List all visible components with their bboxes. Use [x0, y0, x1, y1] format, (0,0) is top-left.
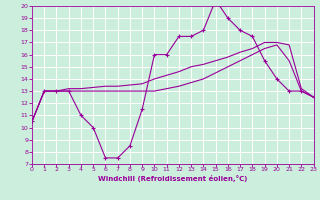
X-axis label: Windchill (Refroidissement éolien,°C): Windchill (Refroidissement éolien,°C) [98, 175, 247, 182]
